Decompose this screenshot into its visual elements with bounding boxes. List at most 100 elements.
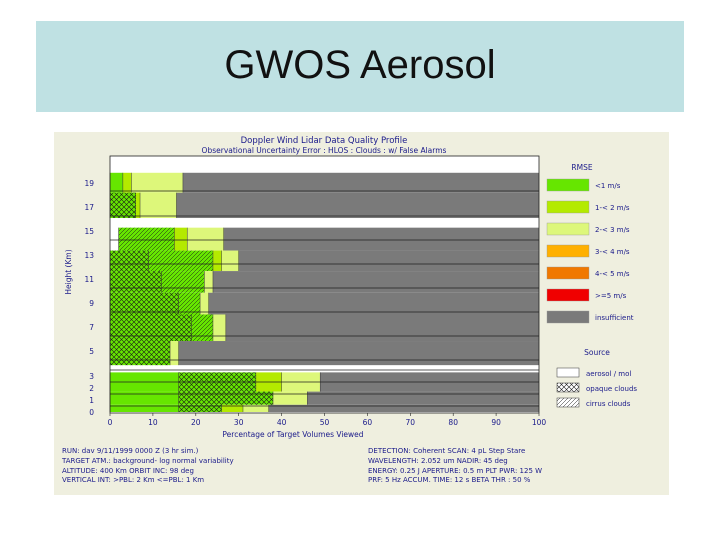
slide-title: GWOS Aerosol [224, 43, 496, 87]
legend-source-pattern [557, 398, 579, 407]
bar-pattern [161, 271, 205, 293]
legend-source-pattern [557, 383, 579, 392]
y-axis-label: Height (Km) [64, 249, 73, 294]
x-tick-label: 50 [320, 418, 330, 427]
legend-source-label: cirrus clouds [586, 400, 631, 408]
info-right-line: ENERGY: 0.25 J APERTURE: 0.5 m PLT PWR: … [368, 466, 543, 475]
bar-segment [176, 192, 539, 219]
legend-swatch [546, 288, 590, 302]
legend-label: >=5 m/s [595, 292, 627, 300]
y-tick-label: 3 [89, 372, 94, 381]
run-info-left: RUN: dav 9/11/1999 0000 Z (3 hr sim.) TA… [62, 447, 234, 486]
x-tick-label: 20 [191, 418, 201, 427]
bar-segment [182, 172, 539, 193]
y-tick-label: 0 [89, 408, 94, 417]
plot-area [109, 155, 540, 414]
legend-label: 2-< 3 m/s [595, 226, 630, 234]
legend: RMSE <1 m/s 1-< 2 m/s 2-< 3 m/s 3-< 4 m/s 4-<… [546, 163, 637, 408]
bar-segment [225, 314, 539, 342]
y-tick-label: 19 [84, 179, 94, 188]
x-tick-label: 80 [448, 418, 458, 427]
bar-pattern [110, 192, 136, 219]
info-left-line: ALTITUDE: 400 Km ORBIT INC: 98 deg [62, 466, 194, 475]
legend-swatch [546, 200, 590, 214]
bar-pattern [110, 250, 149, 272]
y-tick-label: 7 [89, 323, 94, 332]
legend-swatch [546, 178, 590, 192]
chart-panel: Doppler Wind Lidar Data Quality Profile … [54, 132, 669, 495]
bar-segment [268, 404, 539, 412]
bar-pattern [178, 391, 274, 405]
info-right-line: WAVELENGTH: 2.052 um NADIR: 45 deg [368, 456, 508, 465]
bar-segment [204, 271, 213, 293]
y-tick-label: 1 [89, 396, 94, 405]
bar-pattern [148, 250, 213, 272]
bar-segment [221, 404, 243, 412]
bar-segment [223, 227, 539, 251]
y-tick-label: 11 [84, 275, 94, 284]
x-tick-label: 90 [491, 418, 501, 427]
bar-segment [174, 227, 188, 251]
bar-segment [273, 391, 308, 405]
bar-segment [170, 341, 179, 366]
y-tick-label: 5 [89, 347, 94, 356]
bar-pattern [178, 404, 222, 412]
legend-swatch [546, 310, 590, 324]
bar-segment [307, 391, 539, 405]
y-tick-label: 13 [84, 251, 94, 260]
info-left-line: TARGET ATM.: background- log normal vari… [62, 456, 234, 465]
legend-label: 3-< 4 m/s [595, 248, 630, 256]
axis-ticks: 0 10 20 30 40 50 60 70 80 90 100 0 1 2 3 5 7 9 11 13 15 17 19 [84, 179, 546, 427]
bar-pattern [110, 341, 171, 366]
legend-source-title: Source [584, 348, 610, 357]
bar-segment [110, 404, 179, 412]
bar-segment [122, 172, 132, 193]
bar-segment [187, 227, 224, 251]
bar-segment [212, 314, 226, 342]
bar-pattern [178, 292, 201, 315]
bar-pattern [118, 227, 175, 251]
bar-pattern [110, 271, 162, 293]
x-tick-label: 10 [148, 418, 158, 427]
title-bar: GWOS Aerosol [36, 21, 684, 112]
legend-rmse-title: RMSE [571, 163, 592, 172]
x-tick-label: 70 [406, 418, 416, 427]
chart-svg: Doppler Wind Lidar Data Quality Profile … [64, 136, 637, 439]
legend-swatch [546, 266, 590, 280]
y-tick-label: 2 [89, 384, 94, 393]
chart-title: Doppler Wind Lidar Data Quality Profile [241, 136, 408, 146]
x-tick-label: 40 [277, 418, 287, 427]
x-tick-label: 100 [532, 418, 547, 427]
bar-pattern [110, 292, 179, 315]
bar-segment [135, 192, 141, 219]
info-right-line: PRF: 5 Hz ACCUM. TIME: 12 s BETA THR : 5… [368, 476, 531, 485]
bar-segment [212, 271, 539, 293]
y-tick-label: 17 [84, 203, 94, 212]
run-info-right: DETECTION: Coherent SCAN: 4 pL Step Star… [368, 447, 542, 486]
legend-source-label: aerosol / mol [586, 370, 631, 378]
y-tick-label: 9 [89, 299, 94, 308]
bar-segment [110, 391, 179, 405]
y-tick-label: 15 [84, 227, 94, 236]
bar-segment [238, 250, 539, 272]
info-left-line: VERTICAL INT: >PBL: 2 Km <=PBL: 1 Km [62, 476, 205, 485]
x-tick-label: 30 [234, 418, 244, 427]
bar-segment [110, 172, 123, 193]
bar-pattern [110, 314, 192, 342]
bar-segment [221, 250, 239, 272]
x-tick-label: 60 [363, 418, 373, 427]
bar-segment [131, 172, 183, 193]
x-tick-label: 0 [108, 418, 113, 427]
info-left-line: RUN: dav 9/11/1999 0000 Z (3 hr sim.) [62, 447, 199, 455]
legend-swatch [546, 222, 590, 236]
bar-segment [178, 341, 539, 366]
x-axis-label: Percentage of Target Volumes Viewed [222, 430, 363, 439]
legend-label: 4-< 5 m/s [595, 270, 630, 278]
bar-segment [242, 404, 269, 412]
chart-subtitle: Observational Uncertainty Error : HLOS :… [202, 146, 447, 155]
legend-source-swatch [556, 367, 580, 378]
bar-segment [140, 192, 177, 219]
bar-segment [212, 250, 222, 272]
bar-pattern [191, 314, 213, 342]
bar-segment [200, 292, 209, 315]
